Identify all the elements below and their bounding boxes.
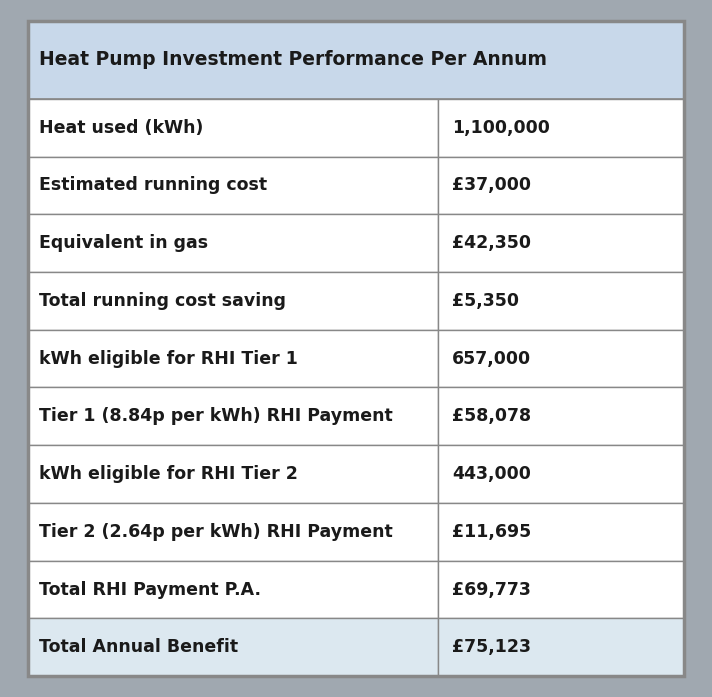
FancyBboxPatch shape [438, 157, 684, 214]
Text: Tier 1 (8.84p per kWh) RHI Payment: Tier 1 (8.84p per kWh) RHI Payment [39, 407, 393, 425]
Text: 443,000: 443,000 [452, 465, 531, 483]
Text: 1,100,000: 1,100,000 [452, 118, 550, 137]
Text: £11,695: £11,695 [452, 523, 531, 541]
Text: £69,773: £69,773 [452, 581, 531, 599]
Text: kWh eligible for RHI Tier 2: kWh eligible for RHI Tier 2 [39, 465, 298, 483]
FancyBboxPatch shape [28, 330, 438, 388]
Text: Total RHI Payment P.A.: Total RHI Payment P.A. [39, 581, 261, 599]
Text: kWh eligible for RHI Tier 1: kWh eligible for RHI Tier 1 [39, 350, 298, 367]
FancyBboxPatch shape [438, 445, 684, 503]
FancyBboxPatch shape [28, 618, 438, 676]
Text: Heat Pump Investment Performance Per Annum: Heat Pump Investment Performance Per Ann… [39, 50, 547, 70]
FancyBboxPatch shape [28, 560, 438, 618]
FancyBboxPatch shape [438, 388, 684, 445]
FancyBboxPatch shape [438, 330, 684, 388]
FancyBboxPatch shape [28, 388, 438, 445]
Text: £5,350: £5,350 [452, 292, 519, 310]
Text: Total Annual Benefit: Total Annual Benefit [39, 638, 239, 657]
Text: Heat used (kWh): Heat used (kWh) [39, 118, 204, 137]
FancyBboxPatch shape [28, 445, 438, 503]
FancyBboxPatch shape [28, 503, 438, 560]
Text: £42,350: £42,350 [452, 234, 531, 252]
FancyBboxPatch shape [438, 560, 684, 618]
FancyBboxPatch shape [438, 99, 684, 157]
FancyBboxPatch shape [438, 503, 684, 560]
FancyBboxPatch shape [28, 157, 438, 214]
FancyBboxPatch shape [438, 214, 684, 272]
FancyBboxPatch shape [438, 272, 684, 330]
Text: £58,078: £58,078 [452, 407, 531, 425]
FancyBboxPatch shape [28, 99, 438, 157]
Text: Estimated running cost: Estimated running cost [39, 176, 267, 194]
FancyBboxPatch shape [28, 272, 438, 330]
Text: Tier 2 (2.64p per kWh) RHI Payment: Tier 2 (2.64p per kWh) RHI Payment [39, 523, 393, 541]
Text: £75,123: £75,123 [452, 638, 531, 657]
Text: £37,000: £37,000 [452, 176, 531, 194]
FancyBboxPatch shape [28, 21, 684, 99]
FancyBboxPatch shape [28, 214, 438, 272]
Text: Equivalent in gas: Equivalent in gas [39, 234, 209, 252]
Text: 657,000: 657,000 [452, 350, 531, 367]
FancyBboxPatch shape [438, 618, 684, 676]
Text: Total running cost saving: Total running cost saving [39, 292, 286, 310]
